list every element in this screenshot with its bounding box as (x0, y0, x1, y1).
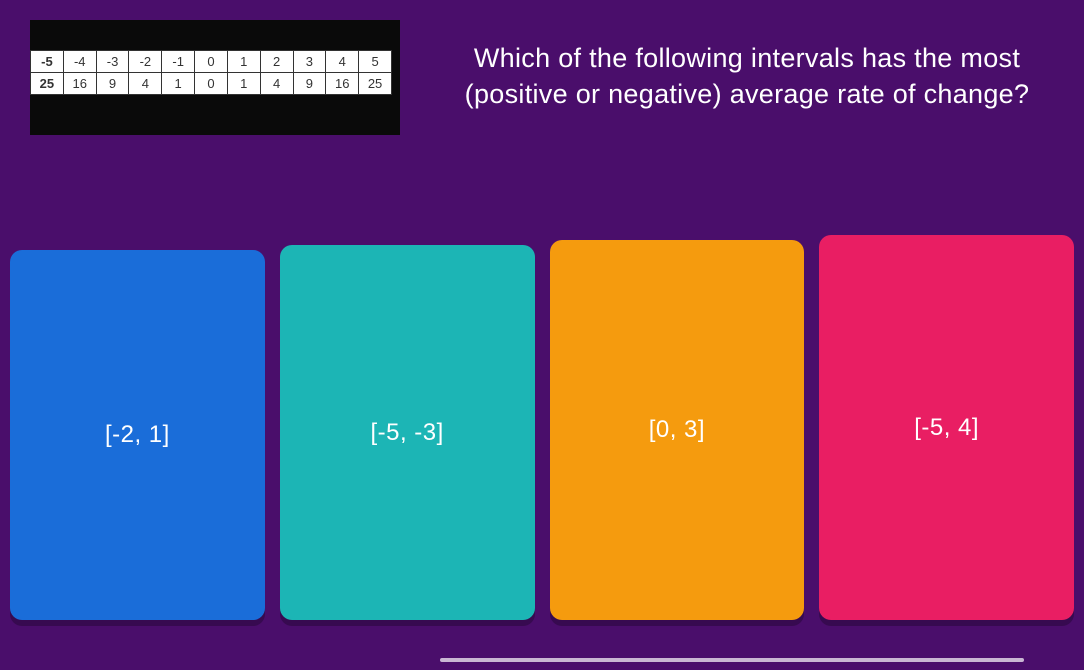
table-cell: 4 (326, 51, 359, 73)
table-cell: 4 (260, 73, 293, 95)
table-cell: 16 (326, 73, 359, 95)
table-cell: -2 (129, 51, 162, 73)
table-cell: -5 (31, 51, 64, 73)
answer-label: [-5, 4] (914, 414, 979, 442)
table-cell: -3 (96, 51, 129, 73)
table-cell: -1 (162, 51, 195, 73)
table-cell: 5 (359, 51, 392, 73)
table-cell: 1 (227, 73, 260, 95)
data-table-wrap: -5 -4 -3 -2 -1 0 1 2 3 4 5 25 16 9 4 1 0… (30, 20, 400, 135)
table-cell: 1 (162, 73, 195, 95)
table-cell: 4 (129, 73, 162, 95)
table-cell: 9 (96, 73, 129, 95)
table-cell: 0 (195, 73, 228, 95)
progress-indicator (440, 658, 1024, 662)
table-cell: 2 (260, 51, 293, 73)
answer-label: [0, 3] (649, 416, 705, 444)
table-row: -5 -4 -3 -2 -1 0 1 2 3 4 5 (31, 51, 392, 73)
table-cell: 9 (293, 73, 326, 95)
table-cell: 3 (293, 51, 326, 73)
table-cell: 0 (195, 51, 228, 73)
table-cell: 25 (31, 73, 64, 95)
answer-label: [-5, -3] (370, 419, 443, 447)
question-text: Which of the following intervals has the… (440, 20, 1054, 113)
data-table: -5 -4 -3 -2 -1 0 1 2 3 4 5 25 16 9 4 1 0… (30, 50, 392, 95)
table-cell: 16 (63, 73, 96, 95)
table-cell: 25 (359, 73, 392, 95)
answer-option-3[interactable]: [0, 3] (550, 240, 805, 620)
answer-option-1[interactable]: [-2, 1] (10, 250, 265, 620)
question-area: -5 -4 -3 -2 -1 0 1 2 3 4 5 25 16 9 4 1 0… (0, 0, 1084, 240)
answers-section: [-2, 1] [-5, -3] [0, 3] [-5, 4] (0, 240, 1084, 620)
answer-option-4[interactable]: [-5, 4] (819, 235, 1074, 620)
answer-label: [-2, 1] (105, 421, 170, 449)
answer-option-2[interactable]: [-5, -3] (280, 245, 535, 620)
table-cell: 1 (227, 51, 260, 73)
table-row: 25 16 9 4 1 0 1 4 9 16 25 (31, 73, 392, 95)
table-cell: -4 (63, 51, 96, 73)
